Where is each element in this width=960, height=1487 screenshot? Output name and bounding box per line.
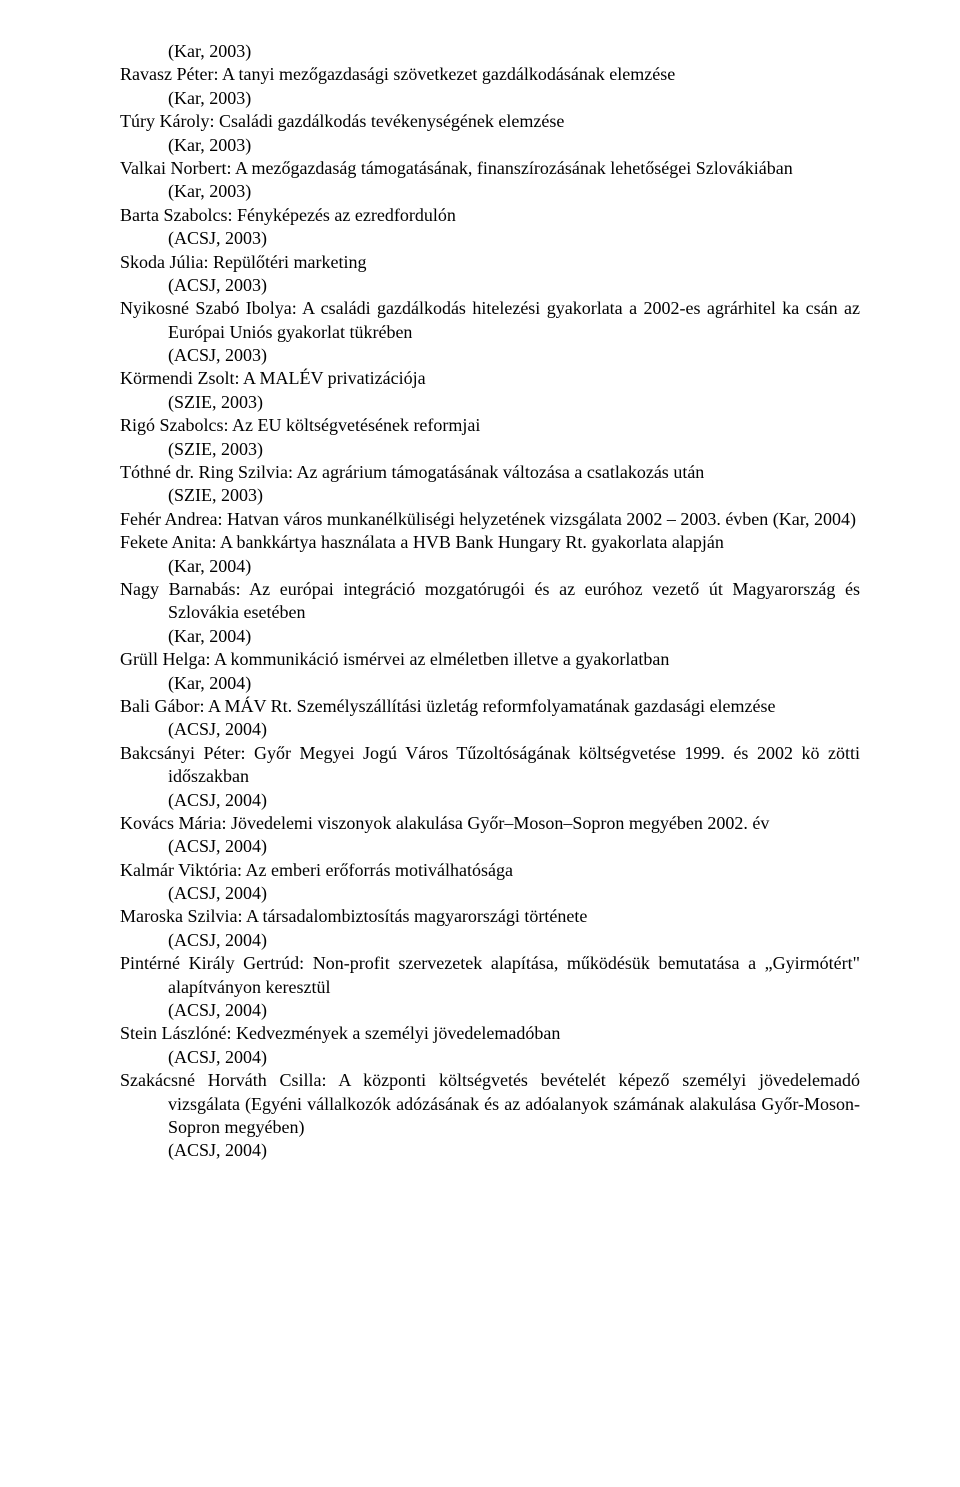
entry-title: Kovács Mária: Jövedelemi viszonyok alaku… [120,812,860,835]
entry-source: (ACSJ, 2004) [120,789,860,812]
entry-title: Körmendi Zsolt: A MALÉV privatizációja [120,367,860,390]
bibliography-entry: Skoda Júlia: Repülőtéri marketing (ACSJ,… [120,251,860,298]
bibliography-entry: Túry Károly: Családi gazdálkodás tevéken… [120,110,860,157]
entry-source: (ACSJ, 2003) [120,227,860,250]
bibliography-entry: (Kar, 2003) [120,40,860,63]
entry-title: Ravasz Péter: A tanyi mezőgazdasági szöv… [120,63,860,86]
bibliography-entry: Nyikosné Szabó Ibolya: A családi gazdálk… [120,297,860,367]
entry-source: (SZIE, 2003) [120,484,860,507]
entry-source: (Kar, 2004) [120,672,860,695]
entry-source: (SZIE, 2003) [120,391,860,414]
entry-source: (ACSJ, 2004) [120,1046,860,1069]
bibliography-entry: Körmendi Zsolt: A MALÉV privatizációja (… [120,367,860,414]
entry-title: Pintérné Király Gertrúd: Non-profit szer… [120,952,860,999]
bibliography-entry: Fehér Andrea: Hatvan város munkanélkülis… [120,508,860,531]
bibliography-entry: Nagy Barnabás: Az európai integráció moz… [120,578,860,648]
entry-source: (SZIE, 2003) [120,438,860,461]
entry-title: Bali Gábor: A MÁV Rt. Személyszállítási … [120,695,860,718]
bibliography-entry: Grüll Helga: A kommunikáció ismérvei az … [120,648,860,695]
bibliography-entry: Valkai Norbert: A mezőgazdaság támogatás… [120,157,860,204]
entry-title: Rigó Szabolcs: Az EU költségvetésének re… [120,414,860,437]
entry-source: (Kar, 2003) [120,87,860,110]
entry-source: (ACSJ, 2004) [120,929,860,952]
entry-source: (Kar, 2003) [120,180,860,203]
entry-source: (ACSJ, 2004) [120,835,860,858]
entry-source: (ACSJ, 2004) [120,718,860,741]
entry-title: Maroska Szilvia: A társadalombiztosítás … [120,905,860,928]
bibliography-entry: Barta Szabolcs: Fényképezés az ezredford… [120,204,860,251]
entry-source: (Kar, 2003) [120,40,860,63]
entry-title: Grüll Helga: A kommunikáció ismérvei az … [120,648,860,671]
entry-title: Barta Szabolcs: Fényképezés az ezredford… [120,204,860,227]
entry-source: (ACSJ, 2004) [120,999,860,1022]
entry-title: Nyikosné Szabó Ibolya: A családi gazdálk… [120,297,860,344]
entry-source: (Kar, 2004) [120,555,860,578]
bibliography-entry: Stein Lászlóné: Kedvezmények a személyi … [120,1022,860,1069]
entry-title: Fehér Andrea: Hatvan város munkanélkülis… [120,508,860,531]
entry-source: (ACSJ, 2003) [120,274,860,297]
bibliography-entry: Rigó Szabolcs: Az EU költségvetésének re… [120,414,860,461]
document-page: (Kar, 2003) Ravasz Péter: A tanyi mezőga… [0,0,960,1487]
bibliography-entry: Kovács Mária: Jövedelemi viszonyok alaku… [120,812,860,859]
entry-source: (Kar, 2003) [120,134,860,157]
entry-title: Fekete Anita: A bankkártya használata a … [120,531,860,554]
entry-title: Valkai Norbert: A mezőgazdaság támogatás… [120,157,860,180]
entry-title: Tóthné dr. Ring Szilvia: Az agrárium tám… [120,461,860,484]
bibliography-entry: Maroska Szilvia: A társadalombiztosítás … [120,905,860,952]
bibliography-entry: Pintérné Király Gertrúd: Non-profit szer… [120,952,860,1022]
entry-title: Túry Károly: Családi gazdálkodás tevéken… [120,110,860,133]
bibliography-entry: Ravasz Péter: A tanyi mezőgazdasági szöv… [120,63,860,110]
entry-title: Skoda Júlia: Repülőtéri marketing [120,251,860,274]
bibliography-entry: Fekete Anita: A bankkártya használata a … [120,531,860,578]
bibliography-entry: Bali Gábor: A MÁV Rt. Személyszállítási … [120,695,860,742]
bibliography-entry: Bakcsányi Péter: Győr Megyei Jogú Város … [120,742,860,812]
entry-title: Szakácsné Horváth Csilla: A központi köl… [120,1069,860,1139]
entry-source: (ACSJ, 2004) [120,1139,860,1162]
entry-source: (ACSJ, 2004) [120,882,860,905]
entry-title: Kalmár Viktória: Az emberi erőforrás mot… [120,859,860,882]
entry-source: (ACSJ, 2003) [120,344,860,367]
entry-title: Bakcsányi Péter: Győr Megyei Jogú Város … [120,742,860,789]
bibliography-entry: Kalmár Viktória: Az emberi erőforrás mot… [120,859,860,906]
bibliography-entry: Szakácsné Horváth Csilla: A központi köl… [120,1069,860,1163]
bibliography-entry: Tóthné dr. Ring Szilvia: Az agrárium tám… [120,461,860,508]
entry-title: Stein Lászlóné: Kedvezmények a személyi … [120,1022,860,1045]
entry-title: Nagy Barnabás: Az európai integráció moz… [120,578,860,625]
entry-source: (Kar, 2004) [120,625,860,648]
